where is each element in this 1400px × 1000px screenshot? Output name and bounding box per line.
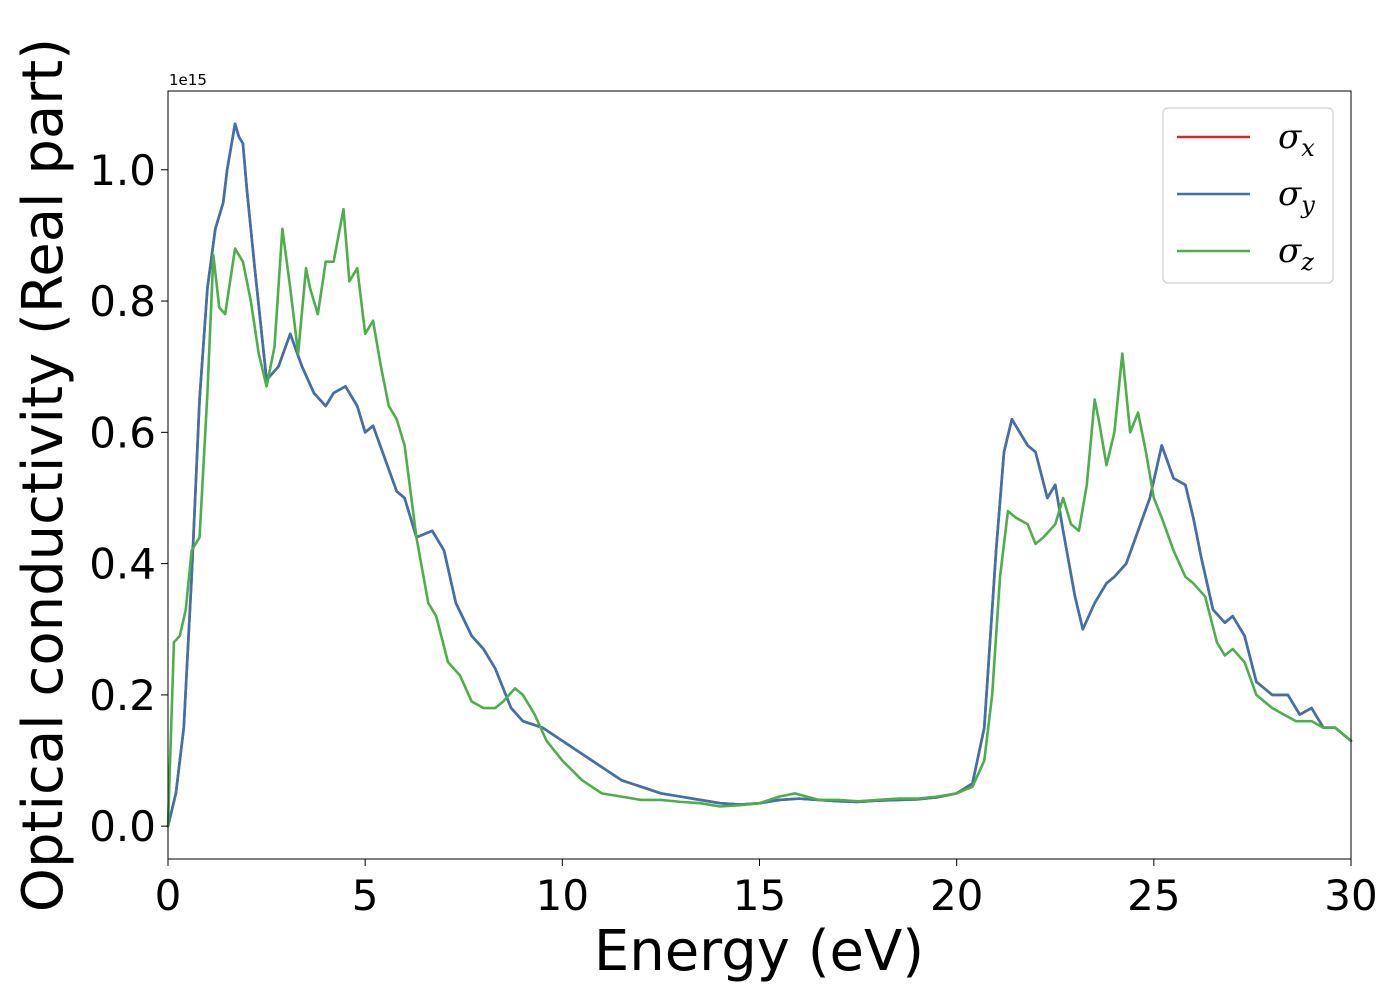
y-axis-title: Optical conductivity (Real part) xyxy=(11,38,76,912)
y-offset-label: 1e15 xyxy=(169,71,207,89)
y-tick-label: 0.2 xyxy=(89,671,156,720)
x-tick-label: 5 xyxy=(352,871,379,920)
y-axis: 0.0 0.2 0.4 0.6 0.8 1.0 xyxy=(89,146,168,851)
y-tick-label: 0.6 xyxy=(89,408,156,457)
x-tick-label: 20 xyxy=(930,871,983,920)
y-tick-label: 0.4 xyxy=(89,540,156,589)
y-tick-label: 1.0 xyxy=(89,146,156,195)
series-layer xyxy=(166,122,1353,828)
x-tick-label: 15 xyxy=(733,871,786,920)
y-tick-label: 0.8 xyxy=(89,277,156,326)
legend-subscript: z xyxy=(1300,248,1314,276)
plot-area xyxy=(166,90,1353,860)
legend-subscript: y xyxy=(1300,191,1315,219)
y-tick-label: 0.0 xyxy=(89,802,156,851)
x-tick-label: 25 xyxy=(1127,871,1180,920)
series-line-z xyxy=(166,207,1353,828)
x-tick-label: 0 xyxy=(155,871,182,920)
x-axis: 0 5 10 15 20 25 30 xyxy=(155,859,1378,920)
x-tick-label: 10 xyxy=(536,871,589,920)
legend-box xyxy=(1162,107,1334,284)
x-axis-title: Energy (eV) xyxy=(594,919,924,984)
legend-subscript: x xyxy=(1301,134,1315,162)
x-tick-label: 30 xyxy=(1324,871,1377,920)
